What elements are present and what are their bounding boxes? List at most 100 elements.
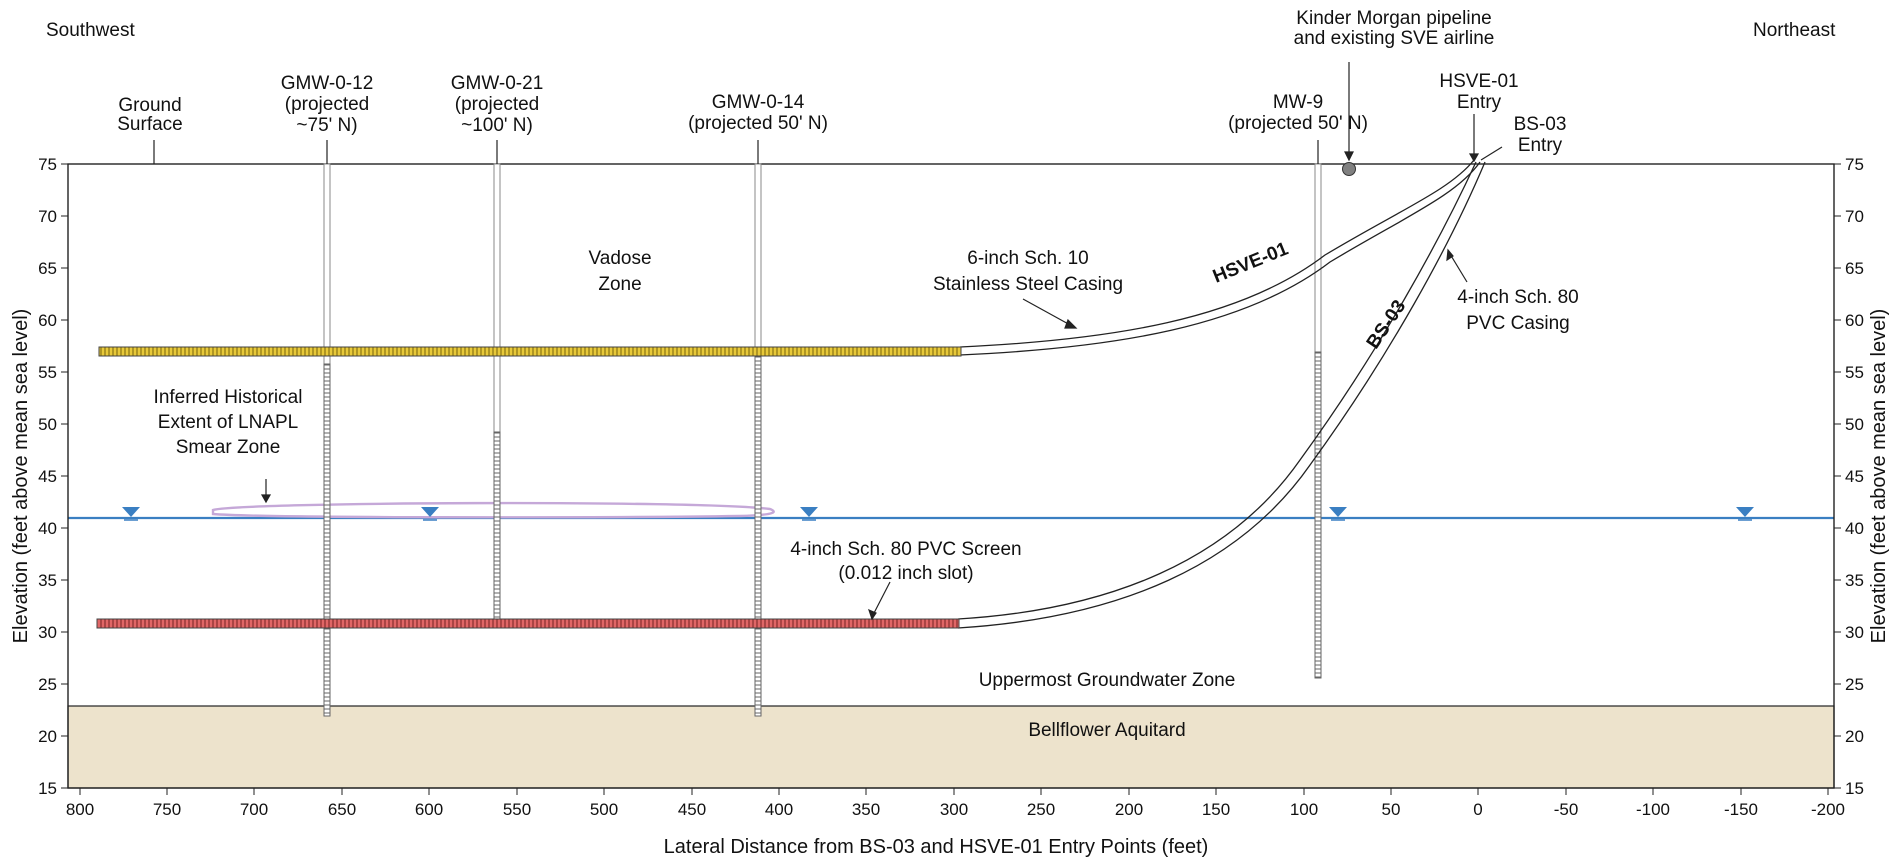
svg-text:PVC Casing: PVC Casing bbox=[1466, 313, 1570, 334]
y-tick-label: 65 bbox=[1845, 259, 1864, 278]
y-axis-left bbox=[61, 163, 68, 789]
water-table-marker-icon bbox=[1736, 507, 1754, 517]
y-tick-label: 50 bbox=[38, 415, 57, 434]
gmw-0-21-label: GMW-0-21 (projected ~100' N) bbox=[451, 73, 544, 136]
hsve-01-curve-label: HSVE-01 bbox=[1210, 238, 1292, 287]
well-gmw-0-12 bbox=[323, 163, 331, 717]
y-axis-title-left: Elevation (feet above mean sea level) bbox=[10, 309, 32, 644]
southwest-label: Southwest bbox=[46, 20, 135, 41]
mw-9-label: MW-9 (projected 50' N) bbox=[1228, 92, 1368, 134]
svg-text:Vadose: Vadose bbox=[588, 248, 651, 269]
bellflower-aquitard-label: Bellflower Aquitard bbox=[1028, 720, 1185, 741]
svg-text:MW-9: MW-9 bbox=[1273, 92, 1323, 113]
svg-text:Entry: Entry bbox=[1518, 135, 1563, 156]
y-tick-label: 40 bbox=[1845, 519, 1864, 538]
svg-text:Inferred Historical: Inferred Historical bbox=[154, 387, 303, 408]
x-tick-label: -200 bbox=[1811, 800, 1845, 819]
uppermost-groundwater-label: Uppermost Groundwater Zone bbox=[979, 670, 1236, 691]
hsve-01-well bbox=[98, 159, 1481, 357]
x-tick-label: 450 bbox=[678, 800, 706, 819]
y-tick-label: 50 bbox=[1845, 415, 1864, 434]
well-mw-9 bbox=[1314, 163, 1322, 679]
water-table-marker-icon bbox=[800, 507, 818, 517]
kinder-morgan-label: Kinder Morgan pipeline and existing SVE … bbox=[1294, 8, 1495, 49]
svg-text:Ground: Ground bbox=[118, 95, 181, 116]
x-tick-label: 100 bbox=[1290, 800, 1318, 819]
svg-text:BS-03: BS-03 bbox=[1514, 114, 1567, 135]
svg-text:GMW-0-12: GMW-0-12 bbox=[281, 73, 374, 94]
x-tick-label: 700 bbox=[240, 800, 268, 819]
lnapl-label: Inferred Historical Extent of LNAPL Smea… bbox=[154, 387, 303, 458]
pvc-screen-label: 4-inch Sch. 80 PVC Screen (0.012 inch sl… bbox=[790, 539, 1021, 584]
y-tick-labels-right: 75 70 65 60 55 50 45 40 35 30 25 20 15 bbox=[1845, 155, 1864, 798]
svg-text:GMW-0-21: GMW-0-21 bbox=[451, 73, 544, 94]
svg-text:Stainless Steel Casing: Stainless Steel Casing bbox=[933, 274, 1123, 295]
y-tick-label: 45 bbox=[38, 467, 57, 486]
y-tick-label: 20 bbox=[1845, 727, 1864, 746]
bs-03-well bbox=[96, 161, 1486, 629]
y-tick-label: 25 bbox=[38, 675, 57, 694]
y-tick-label: 35 bbox=[1845, 571, 1864, 590]
y-tick-label: 70 bbox=[1845, 207, 1864, 226]
x-tick-label: -100 bbox=[1636, 800, 1670, 819]
svg-text:(projected 50' N): (projected 50' N) bbox=[1228, 113, 1368, 134]
svg-text:4-inch Sch. 80 PVC Screen: 4-inch Sch. 80 PVC Screen bbox=[790, 539, 1021, 560]
y-tick-label: 65 bbox=[38, 259, 57, 278]
y-axis-right bbox=[1834, 163, 1841, 789]
northeast-label: Northeast bbox=[1753, 20, 1836, 41]
steel-casing-label: 6-inch Sch. 10 Stainless Steel Casing bbox=[933, 248, 1123, 295]
x-tick-label: 650 bbox=[328, 800, 356, 819]
y-axis-title-right: Elevation (feet above mean sea level) bbox=[1868, 309, 1890, 644]
y-tick-label: 30 bbox=[38, 623, 57, 642]
hsve-01-entry-label: HSVE-01 Entry bbox=[1439, 71, 1518, 113]
y-tick-labels-left: 75 70 65 60 55 50 45 40 35 30 25 20 15 bbox=[38, 155, 57, 798]
vadose-zone-label: Vadose Zone bbox=[588, 248, 651, 295]
x-tick-label: 800 bbox=[66, 800, 94, 819]
x-tick-label: 250 bbox=[1027, 800, 1055, 819]
y-tick-label: 60 bbox=[38, 311, 57, 330]
y-tick-label: 25 bbox=[1845, 675, 1864, 694]
y-tick-label: 30 bbox=[1845, 623, 1864, 642]
y-tick-label: 15 bbox=[38, 779, 57, 798]
svg-text:Extent of LNAPL: Extent of LNAPL bbox=[158, 412, 298, 433]
y-tick-label: 75 bbox=[1845, 155, 1864, 174]
y-tick-label: 55 bbox=[1845, 363, 1864, 382]
bs-03-screen bbox=[96, 618, 960, 629]
x-tick-label: 0 bbox=[1473, 800, 1482, 819]
x-tick-label: 600 bbox=[415, 800, 443, 819]
aquitard-layer bbox=[67, 705, 1835, 789]
svg-text:HSVE-01: HSVE-01 bbox=[1439, 71, 1518, 92]
hsve-01-screen bbox=[98, 346, 962, 357]
x-tick-labels: 800 750 700 650 600 550 500 450 400 350 … bbox=[66, 800, 1845, 819]
x-tick-label: -150 bbox=[1724, 800, 1758, 819]
x-tick-label: 500 bbox=[590, 800, 618, 819]
bs-03-curve-label: BS-03 bbox=[1363, 296, 1411, 352]
bs-03-entry-label: BS-03 Entry bbox=[1514, 114, 1567, 156]
svg-text:(projected 50' N): (projected 50' N) bbox=[688, 113, 828, 134]
x-tick-label: 400 bbox=[765, 800, 793, 819]
well-gmw-0-14 bbox=[754, 163, 762, 717]
y-tick-label: 40 bbox=[38, 519, 57, 538]
x-tick-label: 350 bbox=[852, 800, 880, 819]
x-tick-label: 200 bbox=[1115, 800, 1143, 819]
water-table-marker-icon bbox=[421, 507, 439, 517]
gmw-0-12-label: GMW-0-12 (projected ~75' N) bbox=[281, 73, 374, 136]
x-axis-title: Lateral Distance from BS-03 and HSVE-01 … bbox=[664, 836, 1209, 858]
svg-text:4-inch Sch. 80: 4-inch Sch. 80 bbox=[1457, 287, 1578, 308]
y-tick-label: 75 bbox=[38, 155, 57, 174]
svg-text:6-inch Sch. 10: 6-inch Sch. 10 bbox=[967, 248, 1088, 269]
gmw-0-14-label: GMW-0-14 (projected 50' N) bbox=[688, 92, 828, 134]
x-tick-label: -50 bbox=[1554, 800, 1579, 819]
y-tick-label: 70 bbox=[38, 207, 57, 226]
svg-text:(projected: (projected bbox=[455, 94, 540, 115]
svg-text:Smear Zone: Smear Zone bbox=[176, 437, 281, 458]
svg-text:~100' N): ~100' N) bbox=[461, 115, 533, 136]
svg-text:(projected: (projected bbox=[285, 94, 370, 115]
y-tick-label: 15 bbox=[1845, 779, 1864, 798]
y-tick-label: 45 bbox=[1845, 467, 1864, 486]
svg-text:Surface: Surface bbox=[117, 114, 182, 135]
svg-text:(0.012 inch slot): (0.012 inch slot) bbox=[838, 563, 973, 584]
ground-surface-label: Ground Surface bbox=[117, 95, 182, 135]
svg-text:Kinder Morgan pipeline: Kinder Morgan pipeline bbox=[1296, 8, 1491, 29]
